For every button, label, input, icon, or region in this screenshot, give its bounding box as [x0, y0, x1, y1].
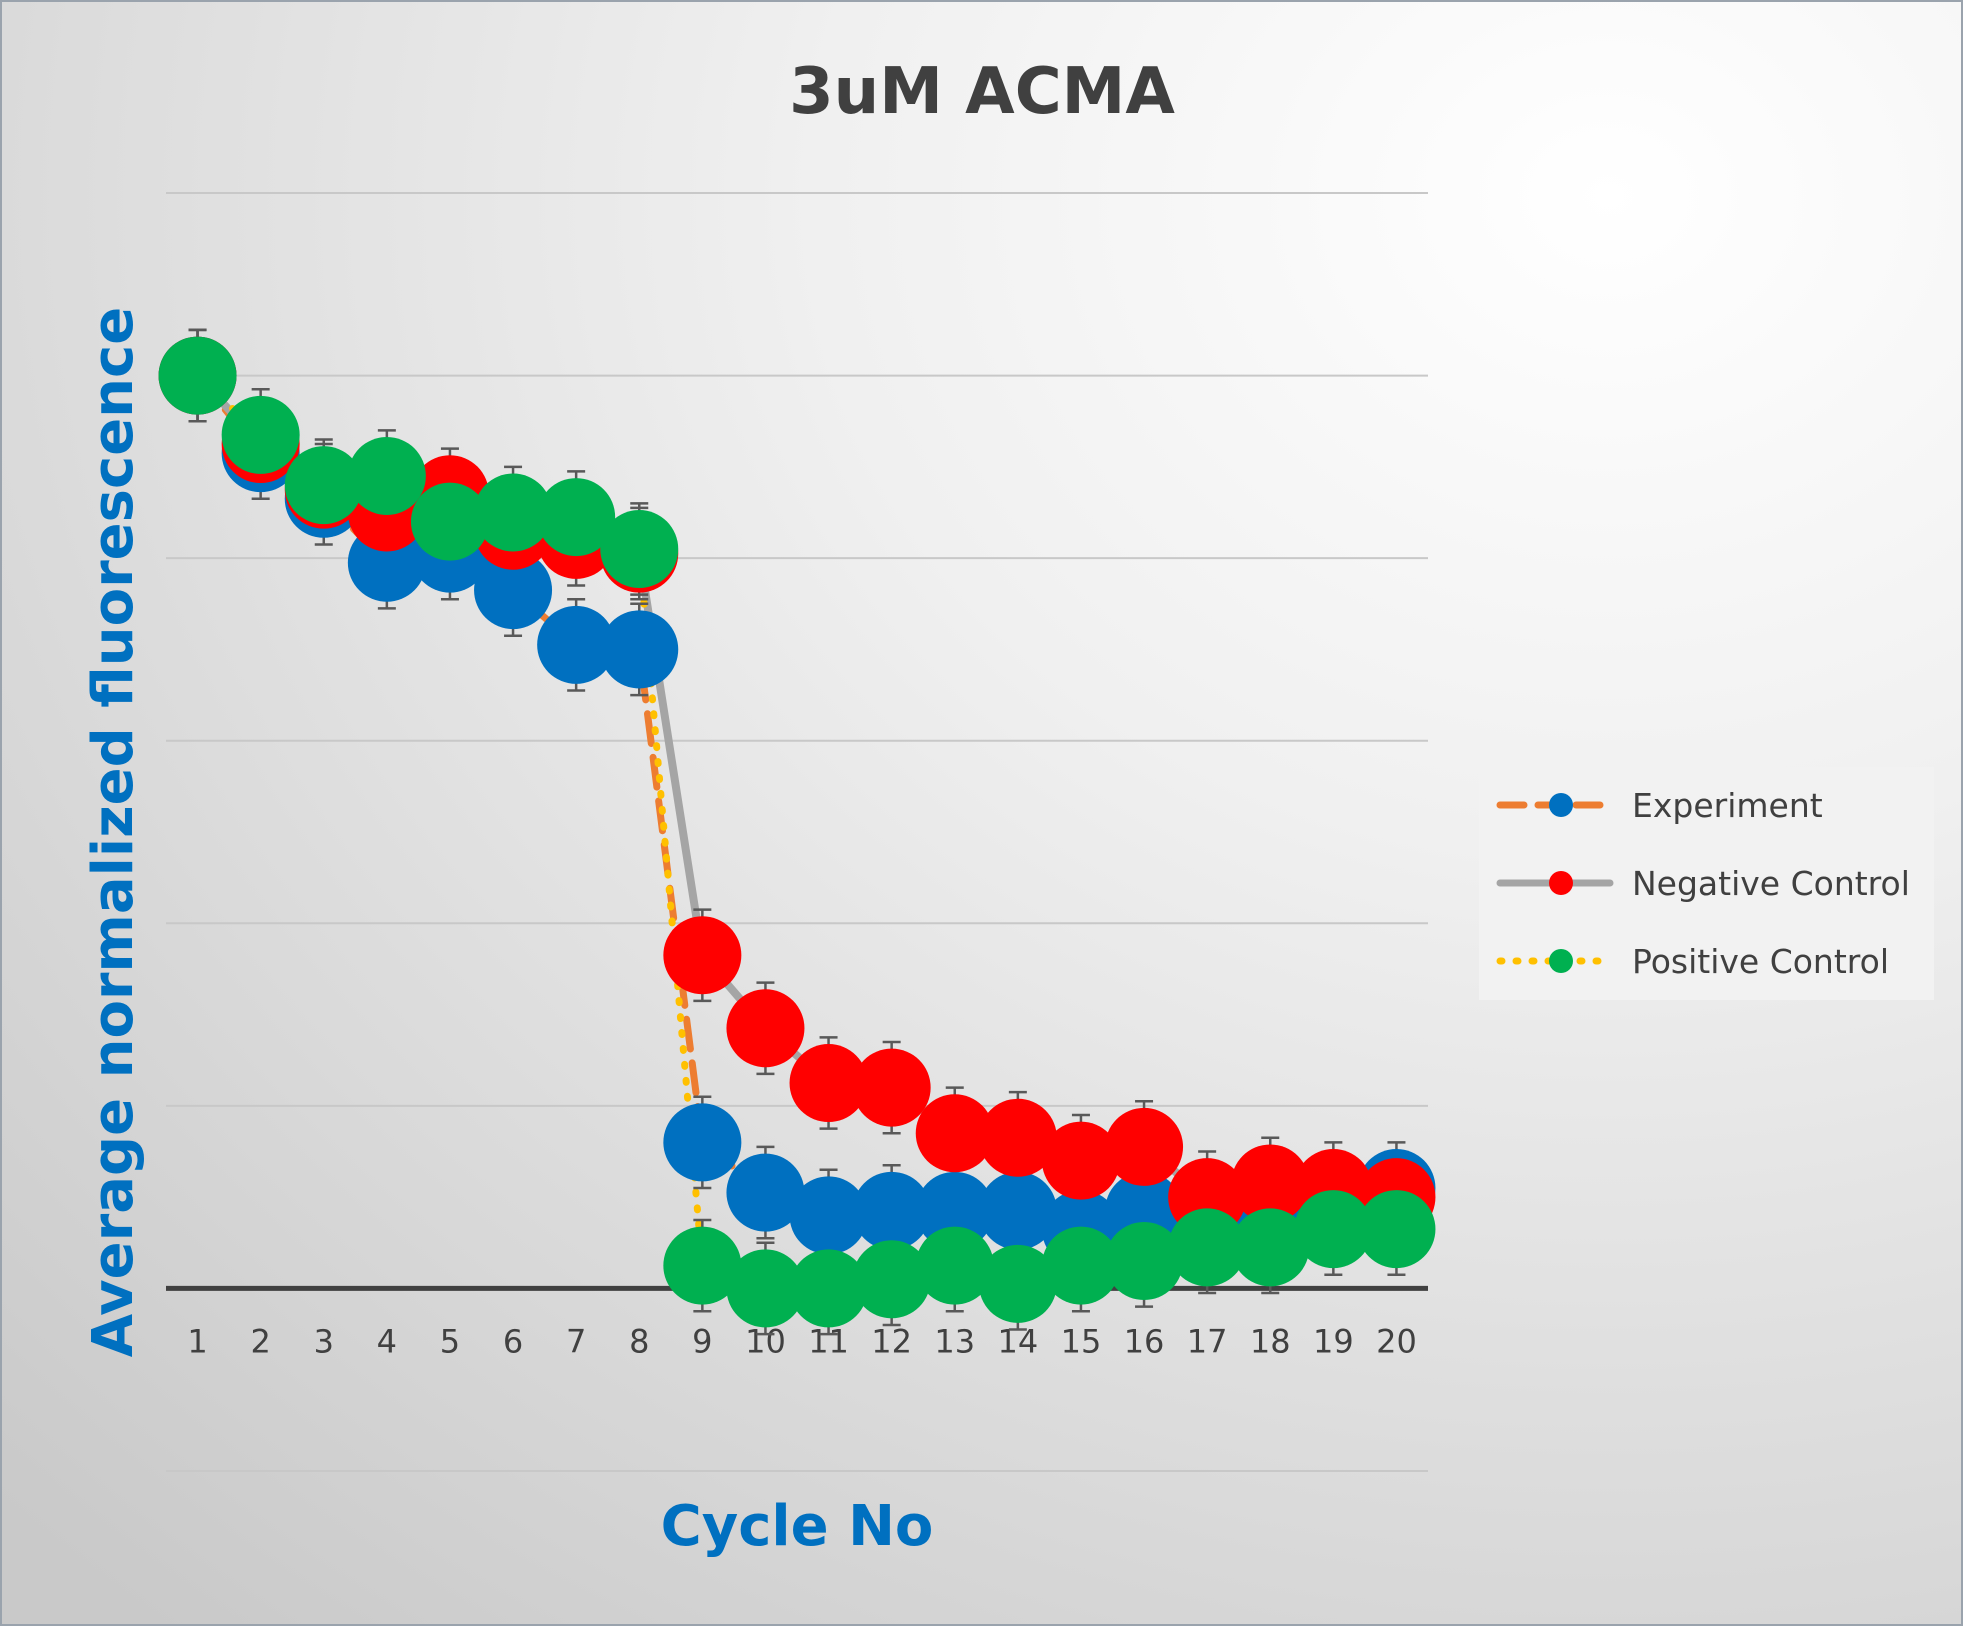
legend-label: Experiment [1632, 786, 1823, 825]
x-tick-label: 1 [187, 1322, 207, 1360]
legend: Experiment Negative Control Positive Contr… [1479, 767, 1934, 1000]
x-tick-label: 7 [566, 1322, 586, 1360]
data-point [726, 989, 805, 1068]
data-point [789, 1249, 868, 1328]
data-point [663, 1103, 742, 1182]
data-point [474, 551, 553, 630]
x-tick-label: 9 [692, 1322, 712, 1360]
legend-marker [1549, 949, 1573, 973]
data-point [537, 605, 616, 684]
x-tick-label: 8 [629, 1322, 649, 1360]
data-point [600, 610, 679, 689]
x-tick-label: 19 [1313, 1322, 1354, 1360]
data-point [537, 478, 616, 557]
data-point [347, 436, 426, 515]
x-tick-label: 13 [934, 1322, 975, 1360]
legend-marker [1549, 793, 1573, 817]
chart-title: 3uM ACMA [789, 55, 1175, 129]
data-point [1231, 1144, 1310, 1223]
data-point [789, 1176, 868, 1255]
data-point [1105, 1222, 1184, 1301]
data-point [284, 446, 363, 525]
data-point [789, 1044, 868, 1123]
x-tick-label: 17 [1187, 1322, 1228, 1360]
data-point [915, 1094, 994, 1173]
x-tick-label: 6 [503, 1322, 523, 1360]
x-tick-labels: 1 2 3 4 5 6 7 8 9 10 11 12 13 14 15 16 17 18 19 20 [187, 1322, 1416, 1360]
data-point [1041, 1121, 1120, 1200]
x-tick-label: 2 [250, 1322, 270, 1360]
data-point [978, 1171, 1057, 1250]
data-point [915, 1226, 994, 1305]
data-point [852, 1171, 931, 1250]
data-point [852, 1048, 931, 1127]
data-point [410, 482, 489, 561]
data-point [1357, 1190, 1436, 1269]
x-axis-label: Cycle No [661, 1494, 934, 1559]
data-point [726, 1249, 805, 1328]
x-tick-label: 18 [1250, 1322, 1291, 1360]
data-point [663, 1226, 742, 1305]
legend-label: Negative Control [1632, 864, 1910, 903]
data-point [1168, 1208, 1247, 1287]
data-point [221, 395, 300, 474]
x-tick-label: 3 [314, 1322, 334, 1360]
data-point [1041, 1226, 1120, 1305]
data-point [474, 473, 553, 552]
x-tick-label: 12 [871, 1322, 912, 1360]
data-point [1231, 1208, 1310, 1287]
series-markers [158, 336, 1436, 1328]
data-point [915, 1171, 994, 1250]
data-point [726, 1153, 805, 1232]
x-tick-label: 5 [440, 1322, 460, 1360]
y-axis-label: Average normalized fluorescence [81, 307, 146, 1357]
x-tick-label: 20 [1376, 1322, 1417, 1360]
legend-marker [1549, 871, 1573, 895]
x-tick-label: 16 [1124, 1322, 1165, 1360]
data-point [663, 916, 742, 995]
data-point [1105, 1107, 1184, 1186]
legend-label: Positive Control [1632, 942, 1889, 981]
data-point [600, 510, 679, 589]
x-tick-label: 4 [377, 1322, 397, 1360]
data-point [852, 1240, 931, 1319]
x-tick-label: 15 [1061, 1322, 1102, 1360]
data-point [978, 1244, 1057, 1323]
data-point [978, 1098, 1057, 1177]
data-point [1294, 1190, 1373, 1269]
data-point [158, 336, 237, 415]
